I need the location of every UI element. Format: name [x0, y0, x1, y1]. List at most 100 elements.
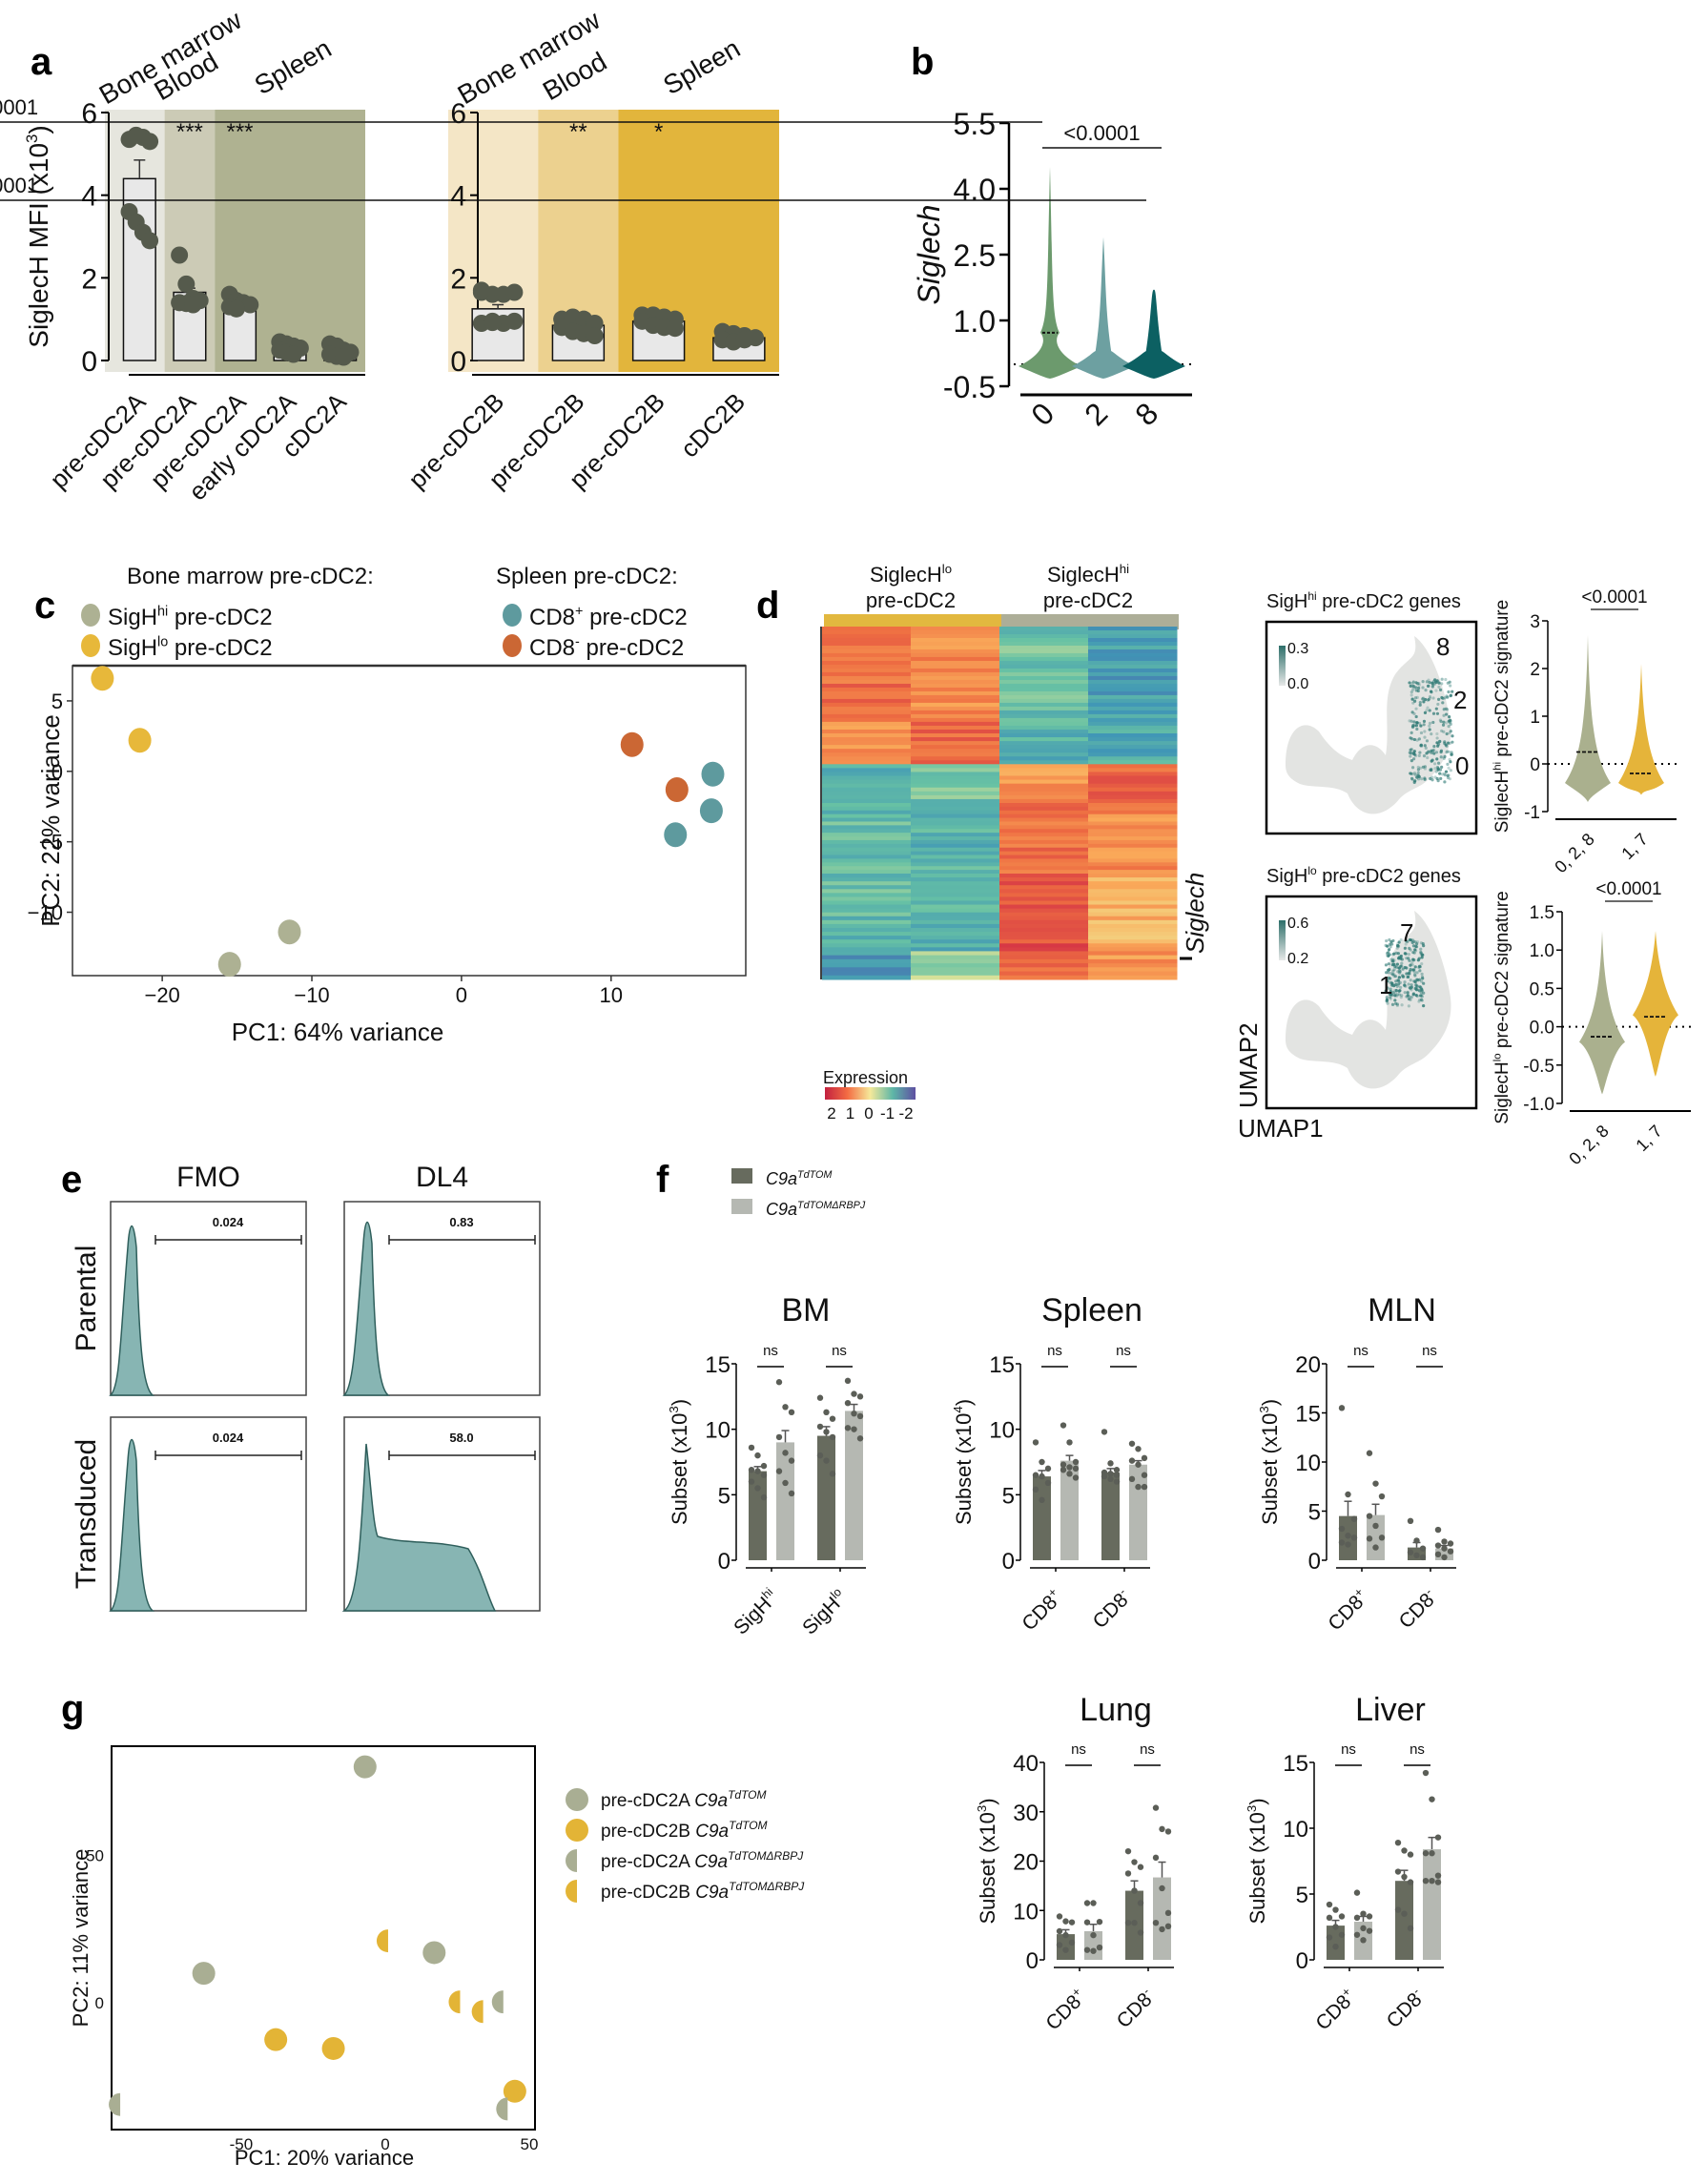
heatmap-cell: [1088, 637, 1178, 643]
umap-cell: [1425, 739, 1430, 743]
column-group-label: pre-cDC2: [866, 588, 956, 612]
heatmap-cell: [999, 645, 1089, 650]
data-point: [1090, 1931, 1097, 1939]
umap-cell: [1431, 711, 1436, 715]
heatmap-cell: [911, 874, 1000, 878]
heatmap-cell: [1088, 717, 1178, 723]
data-point: [1062, 1946, 1069, 1953]
umap-cell: [1422, 754, 1427, 758]
umap-cell: [1408, 751, 1411, 754]
umap-cell: [1387, 948, 1391, 952]
data-point: [1068, 1939, 1076, 1946]
umap-cell: [1433, 682, 1437, 686]
umap-cell: [1412, 752, 1416, 756]
legend-label: pre-cDC2B C9aTdTOMΔRBPJ: [601, 1880, 805, 1903]
umap-cell: [1389, 945, 1392, 949]
umap-cell: [1390, 959, 1394, 963]
heatmap-cell: [999, 855, 1089, 859]
umap-cell: [1439, 751, 1443, 754]
heatmap-cell: [1088, 912, 1178, 917]
y-tick-label: 1.0: [954, 304, 996, 339]
umap-cell: [1410, 983, 1413, 987]
umap-cell: [1408, 995, 1411, 999]
heatmap-cell: [822, 975, 912, 980]
umap-cell: [1414, 724, 1419, 728]
cluster-label: 1: [1379, 971, 1392, 999]
data-point: [1066, 1471, 1073, 1477]
heatmap-cell: [822, 833, 912, 837]
umap-cell: [1410, 960, 1414, 964]
heatmap-cell: [822, 912, 912, 917]
heatmap-cell: [911, 967, 1000, 973]
heatmap-cell: [999, 943, 1089, 948]
data-point: [471, 2000, 484, 2024]
legend-label: pre-cDC2A C9aTdTOMΔRBPJ: [601, 1849, 804, 1872]
x-tick-label: 50: [520, 2135, 538, 2153]
umap-cell: [1403, 965, 1407, 970]
data-point: [1345, 1491, 1351, 1498]
umap-cell: [1411, 944, 1416, 948]
data-point: [141, 133, 159, 151]
legend-tick-label: -1: [880, 1104, 895, 1122]
bar: [1327, 1926, 1345, 1960]
heatmap-cell: [911, 919, 1000, 925]
heatmap-cell: [911, 847, 1000, 853]
heatmap-cell: [822, 652, 912, 658]
heatmap-cell: [1088, 943, 1178, 948]
umap-cell: [1409, 938, 1413, 942]
heatmap-cell: [1088, 737, 1178, 742]
umap-cell: [1414, 707, 1418, 711]
violin: [1122, 289, 1185, 379]
data-point: [448, 1990, 461, 2014]
data-point: [177, 275, 195, 293]
data-point: [376, 1929, 388, 1953]
heatmap-cell: [999, 679, 1089, 685]
heatmap-cell: [999, 710, 1089, 715]
heatmap-cell: [911, 717, 1000, 723]
panel-f: C9aTdTOM C9aTdTOMΔRBPJ BM 0 5 10 15 Subset (x10…: [667, 1168, 1456, 2034]
y-tick-label: 1.5: [1530, 903, 1554, 923]
heatmap-cell: [999, 775, 1089, 781]
umap-cell: [1438, 688, 1443, 691]
y-axis-label: Siglech: [912, 205, 946, 305]
heatmap-cell: [1088, 627, 1178, 631]
umap-cell: [1384, 943, 1388, 947]
data-point: [1159, 1825, 1165, 1833]
heatmap-cell: [822, 772, 912, 777]
umap-cell: [1447, 725, 1451, 729]
heatmap-cell: [1088, 775, 1178, 781]
heatmap-cell: [999, 749, 1089, 753]
data-point: [1066, 1439, 1073, 1446]
data-point: [1135, 1483, 1142, 1491]
heatmap-cell: [999, 971, 1089, 977]
umap-cell: [1413, 754, 1418, 758]
heatmap-cell: [822, 656, 912, 662]
umap-cell: [1387, 971, 1390, 975]
heatmap-cell: [999, 843, 1089, 849]
umap-cell: [1423, 765, 1427, 769]
significance-label: ns: [1071, 1741, 1086, 1758]
data-point: [335, 348, 353, 366]
heatmap-cell: [999, 939, 1089, 944]
heatmap-cell: [999, 702, 1089, 708]
y-tick-label: 0: [718, 1549, 731, 1575]
panel-label-b: b: [911, 41, 934, 83]
legend-marker: [503, 634, 522, 657]
heatmap-cell: [911, 687, 1000, 692]
data-point: [1366, 1535, 1373, 1542]
heatmap-cell: [1088, 660, 1178, 666]
heatmap-cell: [822, 958, 912, 964]
umap-cell: [1435, 679, 1439, 683]
heatmap-cell: [999, 806, 1089, 812]
data-point: [844, 1377, 852, 1385]
umap-cell: [1388, 937, 1391, 942]
umap-cell: [1446, 681, 1450, 685]
umap-cell: [1413, 686, 1417, 690]
data-point: [1044, 1465, 1052, 1472]
umap-cell: [1420, 777, 1424, 781]
umap-cell: [1412, 772, 1417, 775]
umap-cell: [1399, 996, 1403, 999]
umap-cell: [1387, 951, 1390, 955]
heatmap-cell: [1088, 783, 1178, 789]
